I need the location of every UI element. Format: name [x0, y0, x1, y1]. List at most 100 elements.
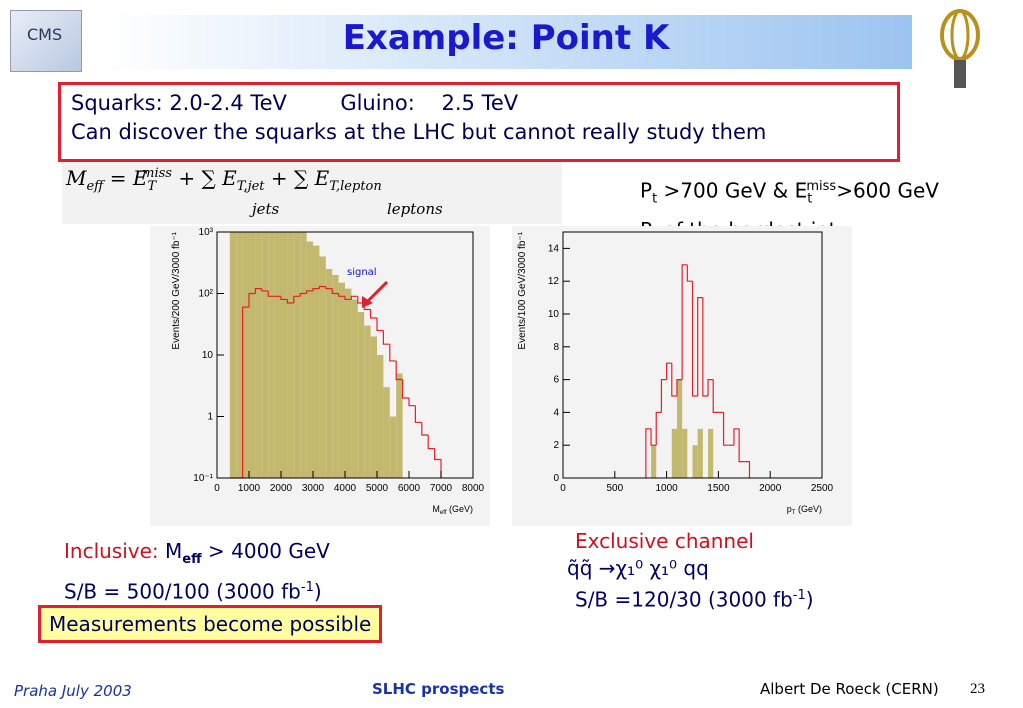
- step: [299, 292, 307, 297]
- step: [344, 296, 352, 301]
- step: [350, 295, 358, 300]
- title: Example: Point K: [342, 18, 670, 58]
- bar: [268, 232, 275, 478]
- exc-line: S/B =120/30 (3000 fb-1): [575, 582, 814, 614]
- bar: [261, 232, 269, 478]
- logo-text: CMS: [27, 25, 63, 44]
- formula-part: + ∑ E: [264, 166, 330, 190]
- step: [671, 363, 677, 397]
- x-tick-label: 0: [560, 483, 566, 494]
- step: [370, 309, 377, 319]
- formula-part: T,jet: [236, 179, 265, 194]
- y-tick-label: 10⁻¹: [193, 473, 213, 484]
- step: [254, 288, 262, 294]
- t: S/B =120/30 (3000 fb: [575, 587, 793, 612]
- bar: [383, 387, 390, 478]
- step: [707, 379, 714, 396]
- y-tick-label: 10: [548, 309, 560, 320]
- t: -1: [300, 580, 314, 595]
- step: [248, 292, 256, 308]
- x-label-part: (GeV): [446, 504, 473, 514]
- y-tick-label: 4: [553, 407, 559, 418]
- bar: [325, 269, 333, 478]
- step: [338, 293, 345, 297]
- formula-part: T,lepton: [329, 179, 382, 194]
- x-tick-label: 2500: [811, 483, 834, 494]
- step: [242, 306, 249, 478]
- y-tick-label: 8: [553, 342, 559, 353]
- info-box: Squarks: 2.0-2.4 TeV Gluino: 2.5 TeV Can…: [58, 82, 900, 162]
- x-label-part: (GeV): [795, 504, 822, 514]
- y-axis-label: Events/100 GeV/3000 fb⁻¹: [517, 231, 528, 349]
- step: [697, 297, 703, 396]
- bar: [229, 232, 237, 478]
- arrow-head: [362, 296, 373, 308]
- bar: [293, 232, 301, 478]
- x-label-part: p: [787, 504, 792, 514]
- bar: [370, 336, 377, 478]
- step: [691, 281, 698, 397]
- bar: [676, 379, 683, 478]
- formula-part: + ∑ E: [171, 166, 237, 190]
- bar: [332, 274, 339, 478]
- x-tick-label: 1500: [707, 483, 730, 494]
- t: > 4000 GeV: [201, 539, 330, 563]
- annotation: signal: [347, 267, 377, 278]
- bar: [319, 256, 326, 478]
- arrow: [364, 280, 389, 305]
- x-label-part: eff: [440, 510, 447, 516]
- bar: [338, 282, 345, 478]
- bar: [364, 325, 371, 478]
- x-tick-label: 1000: [238, 483, 261, 494]
- step: [280, 296, 288, 301]
- bar: [287, 232, 294, 478]
- bar: [281, 232, 288, 478]
- exc-line: Exclusive channel: [575, 529, 754, 553]
- step: [376, 317, 384, 332]
- bar: [313, 245, 320, 478]
- step: [421, 422, 429, 436]
- step: [306, 290, 313, 294]
- x-axis-label: Meff (GeV): [432, 504, 473, 516]
- bar: [351, 299, 358, 478]
- step: [261, 288, 269, 292]
- x-axis-label: pT (GeV): [787, 504, 822, 516]
- step: [655, 411, 662, 446]
- t: S/B = 500/100 (3000 fb: [64, 579, 301, 604]
- t: Inclusive:: [64, 539, 166, 563]
- footer-right: Albert De Roeck (CERN): [760, 680, 939, 698]
- step: [676, 379, 683, 396]
- x-tick-label: 7000: [430, 483, 453, 494]
- bar: [651, 445, 657, 478]
- bar: [236, 232, 243, 478]
- step: [733, 428, 740, 446]
- bar: [697, 428, 703, 478]
- formula-part: = E: [103, 166, 148, 190]
- t: ): [313, 579, 322, 604]
- formula-part: M: [66, 166, 87, 190]
- x-tick-label: 5000: [366, 483, 389, 494]
- formula-part: miss: [142, 166, 172, 182]
- formula-part: jets: [252, 200, 280, 218]
- x-tick-label: 8000: [462, 483, 485, 494]
- step: [331, 288, 339, 295]
- x-tick-label: 3000: [302, 483, 325, 494]
- step: [722, 412, 729, 446]
- y-tick-label: 10²: [199, 289, 214, 300]
- y-tick-label: 6: [553, 375, 559, 386]
- t: ): [805, 587, 814, 612]
- bar: [300, 232, 307, 478]
- step: [389, 344, 397, 362]
- bar: [671, 428, 677, 478]
- bar: [377, 355, 384, 478]
- logo-atlas: [940, 9, 980, 88]
- step: [712, 379, 719, 413]
- bar: [357, 312, 365, 478]
- x-tick-label: 1000: [655, 483, 678, 494]
- step: [318, 285, 326, 289]
- step: [427, 435, 435, 450]
- step: [395, 360, 403, 381]
- formula-part: T: [147, 179, 157, 194]
- step: [267, 290, 275, 297]
